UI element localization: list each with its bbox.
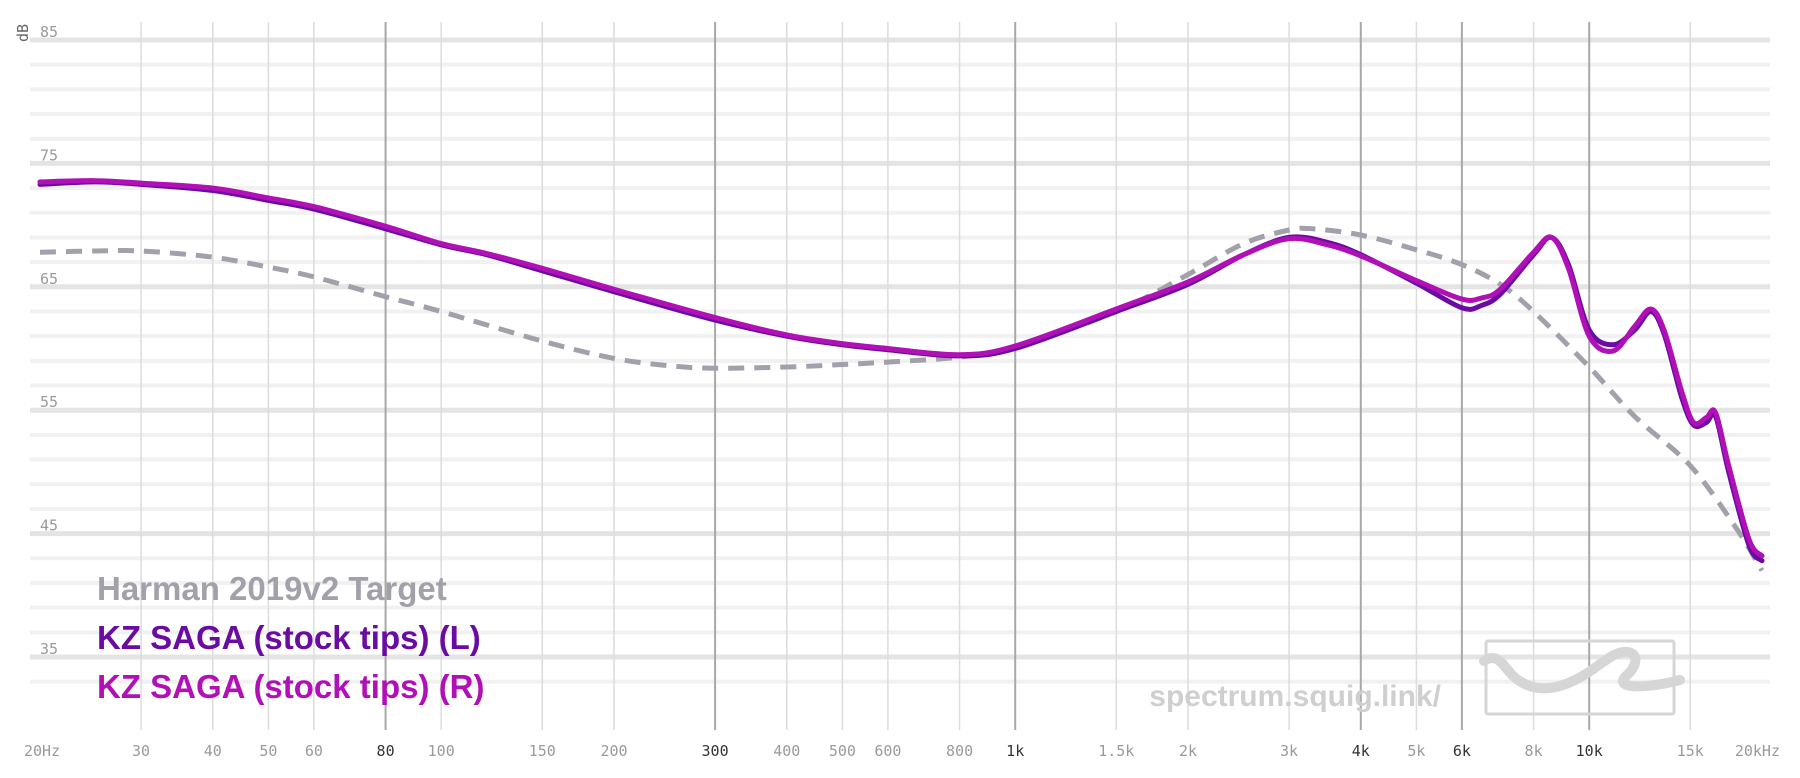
series-line-1 <box>39 225 1765 572</box>
series-lines <box>37 178 1765 572</box>
x-tick-label: 2k <box>1179 742 1197 760</box>
legend: Harman 2019v2 Target KZ SAGA (stock tips)… <box>97 570 484 705</box>
x-tick-label: 300 <box>702 742 729 760</box>
y-tick-labels: 85 75 65 55 45 35 <box>40 23 58 658</box>
watermark-text: spectrum.squig.link/ <box>1149 680 1441 713</box>
y-tick-label: 65 <box>40 270 58 288</box>
x-tick-label: 10k <box>1576 742 1603 760</box>
x-tick-label: 800 <box>946 742 973 760</box>
x-tick-label: 500 <box>829 742 856 760</box>
x-tick-label: 6k <box>1453 742 1471 760</box>
legend-entry: KZ SAGA (stock tips) (R) <box>97 668 484 705</box>
x-tick-label: 4k <box>1352 742 1370 760</box>
y-tick-label: 45 <box>40 517 58 535</box>
x-tick-label: 30 <box>132 742 150 760</box>
x-tick-label: 40 <box>204 742 222 760</box>
legend-entry: KZ SAGA (stock tips) (L) <box>97 619 481 656</box>
x-tick-labels: 20Hz 30 40 50 60 80 100 150 200 300 400 500 600 800 1k… <box>24 742 1780 760</box>
x-tick-label: 150 <box>529 742 556 760</box>
x-tick-label: 50 <box>259 742 277 760</box>
x-tick-label: 100 <box>428 742 455 760</box>
y-tick-label: 75 <box>40 146 58 164</box>
x-tick-label: 5k <box>1407 742 1425 760</box>
legend-entry: Harman 2019v2 Target <box>97 570 447 607</box>
x-tick-label: 15k <box>1677 742 1704 760</box>
squiglink-logo <box>1479 639 1685 716</box>
x-tick-label: 60 <box>305 742 323 760</box>
vertical-grid <box>140 22 1692 730</box>
x-tick-label: 600 <box>874 742 901 760</box>
y-tick-label: 55 <box>40 393 58 411</box>
y-axis-label: dB <box>14 24 32 42</box>
x-tick-label: 400 <box>773 742 800 760</box>
x-tick-label: 3k <box>1280 742 1298 760</box>
horizontal-grid <box>30 37 1770 684</box>
series-line-3 <box>37 178 1765 559</box>
x-tick-label: 200 <box>600 742 627 760</box>
x-tick-label: 1.5k <box>1098 742 1134 760</box>
x-tick-label: 1k <box>1006 742 1024 760</box>
x-tick-label: 20Hz <box>24 742 60 760</box>
x-tick-label: 20kHz <box>1735 742 1780 760</box>
y-tick-label: 85 <box>40 23 58 41</box>
x-tick-label: 8k <box>1525 742 1543 760</box>
y-tick-label: 35 <box>40 640 58 658</box>
x-tick-label: 80 <box>377 742 395 760</box>
